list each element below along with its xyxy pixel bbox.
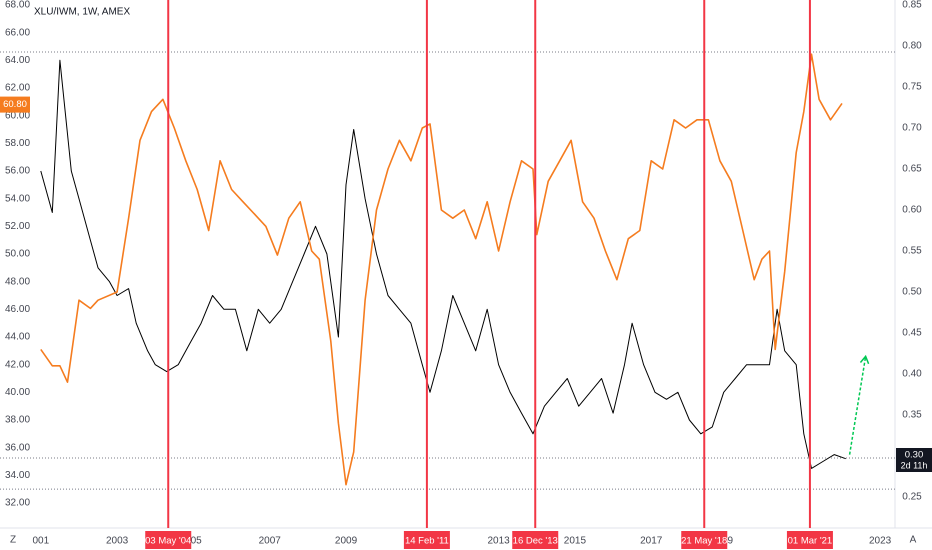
y2-tick-label: 0.70 xyxy=(902,123,922,134)
auto-scale-button[interactable]: A xyxy=(910,535,917,546)
event-flag xyxy=(512,531,559,549)
event-label: 16 Dec '13 xyxy=(513,536,558,547)
y-tick-label: 40.00 xyxy=(5,387,30,398)
y-tick-label: 52.00 xyxy=(5,221,30,232)
x-tick-label: 2017 xyxy=(640,536,663,547)
y2-tick-label: 0.75 xyxy=(902,82,922,93)
y-tick-label: 66.00 xyxy=(5,27,30,38)
chart-title: XLU/IWM, 1W, AMEX xyxy=(34,7,130,18)
y-tick-label: 34.00 xyxy=(5,470,30,481)
event-label: 21 May '18 xyxy=(681,536,727,547)
y2-tick-label: 0.35 xyxy=(902,410,922,421)
event-label: 14 Feb '11 xyxy=(405,536,449,547)
y-tick-label: 56.00 xyxy=(5,166,30,177)
x-tick-label: 2015 xyxy=(564,536,587,547)
price-tag-label: 0.30 xyxy=(905,450,924,461)
x-tick-label: 005 xyxy=(185,536,202,547)
x-tick-label: 2007 xyxy=(259,536,282,547)
y-tick-label: 68.00 xyxy=(5,0,30,11)
y-tick-label: 50.00 xyxy=(5,249,30,260)
series-line xyxy=(40,59,846,469)
y2-tick-label: 0.40 xyxy=(902,369,922,380)
event-flag xyxy=(403,531,450,549)
event-label: 03 May '04 xyxy=(145,536,191,547)
y2-tick-label: 0.50 xyxy=(902,287,922,298)
y2-tick-label: 0.60 xyxy=(902,205,922,216)
event-flag xyxy=(786,531,833,549)
x-tick-label: 2009 xyxy=(335,536,358,547)
y2-tick-label: 0.25 xyxy=(902,492,922,503)
x-tick-label: 001 xyxy=(32,536,49,547)
price-tag-label: 60.80 xyxy=(3,99,27,110)
y-tick-label: 42.00 xyxy=(5,359,30,370)
y2-tick-label: 0.65 xyxy=(902,164,922,175)
y2-tick-label: 0.80 xyxy=(902,41,922,52)
event-flag xyxy=(145,531,192,549)
y2-tick-label: 0.55 xyxy=(902,246,922,257)
x-tick-label: 19 xyxy=(722,536,734,547)
price-tag-countdown: 2d 11h xyxy=(901,460,928,470)
y-tick-label: 46.00 xyxy=(5,304,30,315)
y-tick-label: 36.00 xyxy=(5,442,30,453)
projection-line xyxy=(848,356,867,455)
y-tick-label: 38.00 xyxy=(5,415,30,426)
y-tick-label: 54.00 xyxy=(5,193,30,204)
y-tick-label: 60.00 xyxy=(5,110,30,121)
y-tick-label: 44.00 xyxy=(5,332,30,343)
y-tick-label: 58.00 xyxy=(5,138,30,149)
x-tick-label: 2023 xyxy=(869,536,892,547)
projection-arrowhead xyxy=(859,354,870,365)
y-tick-label: 48.00 xyxy=(5,276,30,287)
price-tag xyxy=(0,96,30,113)
x-tick-label: 2003 xyxy=(106,536,129,547)
event-label: 01 Mar '21 xyxy=(788,536,833,547)
event-flag xyxy=(681,531,728,549)
y-tick-label: 32.00 xyxy=(5,498,30,509)
y-tick-label: 64.00 xyxy=(5,55,30,66)
y2-tick-label: 0.85 xyxy=(902,0,922,11)
series-line xyxy=(40,53,843,486)
y2-tick-label: 0.45 xyxy=(902,328,922,339)
zoom-button[interactable]: Z xyxy=(10,535,16,546)
y-tick-label: 62.00 xyxy=(5,83,30,94)
x-tick-label: 2013 xyxy=(487,536,510,547)
price-tag xyxy=(896,448,932,472)
